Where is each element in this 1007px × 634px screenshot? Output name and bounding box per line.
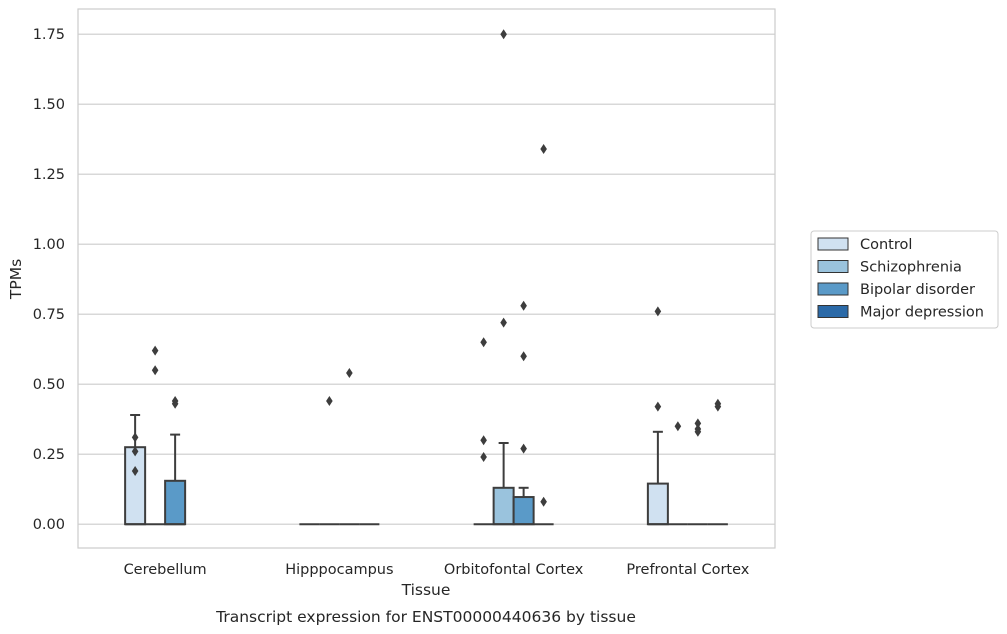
y-tick-label: 0.25 (33, 447, 65, 463)
legend-swatch (817, 237, 849, 251)
box (124, 446, 147, 526)
outlier-point (480, 452, 487, 462)
outlier-point (131, 466, 139, 476)
boxes-layer (124, 414, 728, 526)
box-group (512, 486, 535, 526)
outlier-point (694, 418, 702, 429)
chart-caption: Transcript expression for ENST0000044063… (215, 608, 636, 626)
outlier-point (654, 306, 662, 317)
outlier-point (480, 337, 487, 348)
legend-label: Bipolar disorder (860, 282, 975, 298)
y-tick-label: 1.75 (33, 27, 65, 43)
x-tick-labels: Cerebellum Hipppocampus Orbitofontal Corte… (124, 562, 750, 578)
legend-label: Major depression (860, 305, 984, 321)
y-tick-label: 0.75 (33, 307, 65, 323)
outlier-point (540, 496, 547, 507)
y-tick-label: 1.25 (33, 167, 65, 183)
outlier-point (694, 426, 702, 437)
legend: Control Schizophrenia Bipolar disorder Majo… (810, 230, 999, 329)
gridlines (78, 33, 775, 525)
outlier-point (520, 300, 527, 311)
y-tick-label: 0.00 (33, 517, 65, 533)
outlier-point (131, 446, 139, 457)
outliers-layer (131, 29, 722, 507)
y-tick-labels: 0.00 0.25 0.50 0.75 1.00 1.25 1.50 1.75 (33, 27, 65, 533)
outlier-point (151, 345, 159, 356)
y-tick-label: 1.50 (33, 97, 65, 113)
legend-label: Schizophrenia (860, 260, 962, 276)
legend-frame (810, 230, 999, 329)
box-group (492, 442, 515, 526)
x-tick-label: Cerebellum (124, 562, 207, 578)
box (512, 496, 535, 526)
x-tick-label: Orbitofontal Cortex (444, 562, 584, 578)
outlier-point (500, 317, 507, 328)
y-tick-label: 0.50 (33, 377, 65, 393)
outlier-point (654, 401, 662, 412)
outlier-point (326, 396, 333, 406)
x-tick-label: Prefrontal Cortex (626, 562, 749, 578)
y-tick-label: 1.00 (33, 237, 65, 253)
outlier-point (520, 351, 527, 362)
legend-swatch (817, 282, 849, 296)
box (646, 482, 669, 526)
x-axis-label: Tissue (401, 581, 451, 599)
outlier-point (346, 368, 353, 378)
outlier-point (480, 435, 487, 446)
x-tick-label: Hipppocampus (285, 562, 393, 578)
outlier-point (500, 29, 507, 40)
outlier-point (540, 144, 547, 154)
outlier-point (151, 365, 159, 376)
legend-label: Control (860, 237, 912, 253)
plot-frame (77, 8, 776, 549)
outlier-point (171, 398, 179, 409)
legend-swatch (817, 260, 849, 273)
outlier-point (131, 432, 139, 443)
outlier-point (674, 421, 682, 432)
outlier-point (714, 401, 722, 412)
legend-swatch (817, 305, 849, 318)
box (164, 479, 187, 526)
box-group (646, 430, 669, 526)
y-axis-label: TPMs (7, 259, 25, 300)
box-group (164, 433, 187, 526)
box (492, 486, 515, 526)
outlier-point (520, 443, 527, 454)
